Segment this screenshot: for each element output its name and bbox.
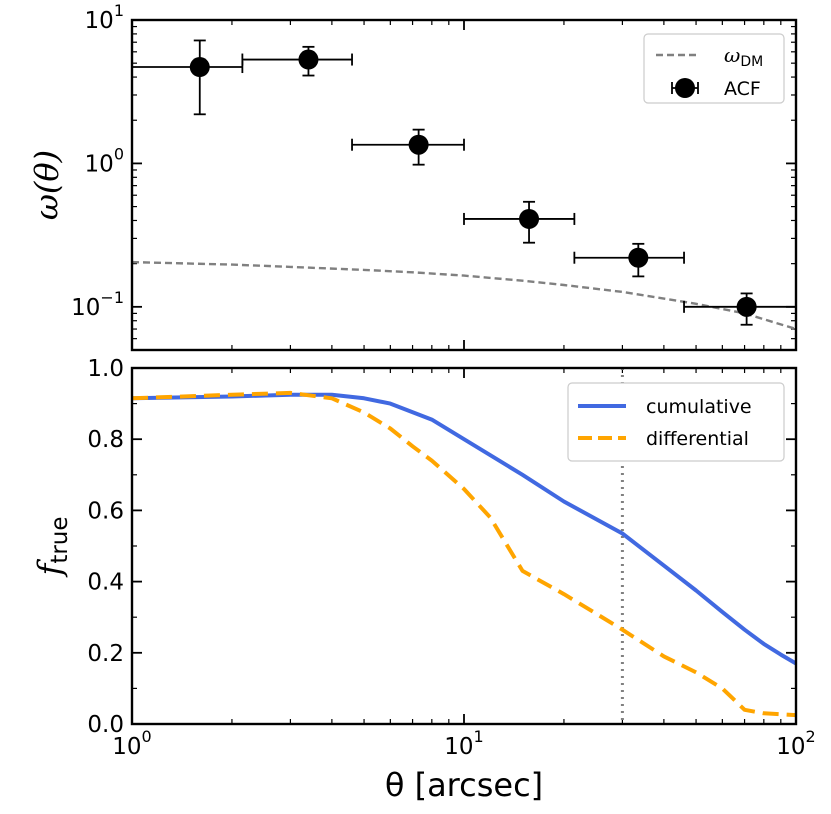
- bottom-y-axis-label-sub: true: [47, 516, 73, 563]
- acf-point-3: [351, 128, 465, 166]
- top-series: [131, 39, 797, 331]
- bottom-y-tick-label: 0.6: [87, 498, 124, 524]
- bottom-series: [131, 368, 798, 724]
- top-legend: ωDM ACF: [643, 33, 785, 104]
- top-y-tick-label-exp: −1: [100, 288, 124, 307]
- legend-omega-dm-label-main: ω: [724, 43, 740, 67]
- bottom-x-tick-label-exp: 2: [806, 727, 816, 746]
- acf-marker: [736, 296, 757, 317]
- acf-point-4: [463, 200, 576, 244]
- top-y-tick-label: 101: [85, 1, 124, 34]
- bottom-x-tick-label-exp: 0: [142, 727, 152, 746]
- bottom-x-tick-label-base: 10: [112, 734, 141, 760]
- legend-acf-label: ACF: [724, 78, 761, 100]
- differential-line: [131, 390, 797, 718]
- omega-dm-line: [131, 260, 797, 331]
- acf-marker: [298, 49, 319, 70]
- top-y-tick-label-exp: 0: [114, 144, 124, 163]
- top-axes-border: [130, 18, 798, 352]
- top-y-tick-label-base: 10: [71, 295, 100, 321]
- bottom-x-tick-label-base: 10: [776, 734, 805, 760]
- bottom-y-axis-label: ftrue: [31, 516, 73, 577]
- bottom-legend: cumulative differential: [567, 382, 785, 462]
- bottom-y-tick-label: 0.8: [87, 427, 124, 453]
- acf-point-2: [241, 45, 353, 77]
- acf-marker: [519, 208, 540, 229]
- bottom-y-tick-label: 0.4: [87, 570, 124, 596]
- bottom-x-tick-label: 101: [444, 727, 483, 760]
- legend-cumulative-label: cumulative: [646, 396, 752, 418]
- bottom-legend-box: [567, 382, 785, 462]
- bottom-x-tick-label: 100: [112, 727, 151, 760]
- bottom-y-tick-labels: 0.0 0.2 0.4 0.6 0.8 1.0: [87, 356, 124, 738]
- acf-marker: [628, 247, 649, 268]
- bottom-y-tick-label: 0.2: [87, 641, 124, 667]
- cumulative-line: [131, 392, 798, 666]
- top-y-axis-label: ω(θ): [28, 150, 66, 220]
- bottom-x-tick-label-base: 10: [444, 734, 473, 760]
- bottom-axes-border: [130, 366, 798, 726]
- top-y-tick-label-base: 10: [85, 8, 114, 34]
- legend-differential-label: differential: [646, 428, 749, 450]
- top-y-tick-label: 10−1: [71, 288, 124, 321]
- acf-point-6: [683, 292, 797, 326]
- bottom-x-tick-labels: 100 101 102: [112, 727, 815, 760]
- bottom-x-tick-label-exp: 1: [474, 727, 484, 746]
- acf-marker: [408, 134, 429, 155]
- acf-point-5: [573, 242, 685, 278]
- legend-acf-marker: [675, 78, 695, 98]
- bottom-y-tick-label: 1.0: [87, 356, 124, 382]
- top-y-tick-label-exp: 1: [114, 1, 124, 20]
- bottom-panel: 0.00.20.40.60.81.0 100 101 102 ftrue θ [ar…: [31, 356, 816, 804]
- bottom-x-tick-label: 102: [776, 727, 815, 760]
- acf-marker: [189, 57, 210, 78]
- legend-omega-dm-label-sub: DM: [740, 54, 763, 70]
- x-axis-label: θ [arcsec]: [385, 766, 543, 804]
- legend-omega-dm-label: ωDM: [724, 43, 763, 70]
- top-y-tick-label-base: 10: [85, 151, 114, 177]
- bottom-y-tick-label: 0.0: [87, 712, 124, 738]
- top-y-tick-label: 100: [85, 144, 124, 177]
